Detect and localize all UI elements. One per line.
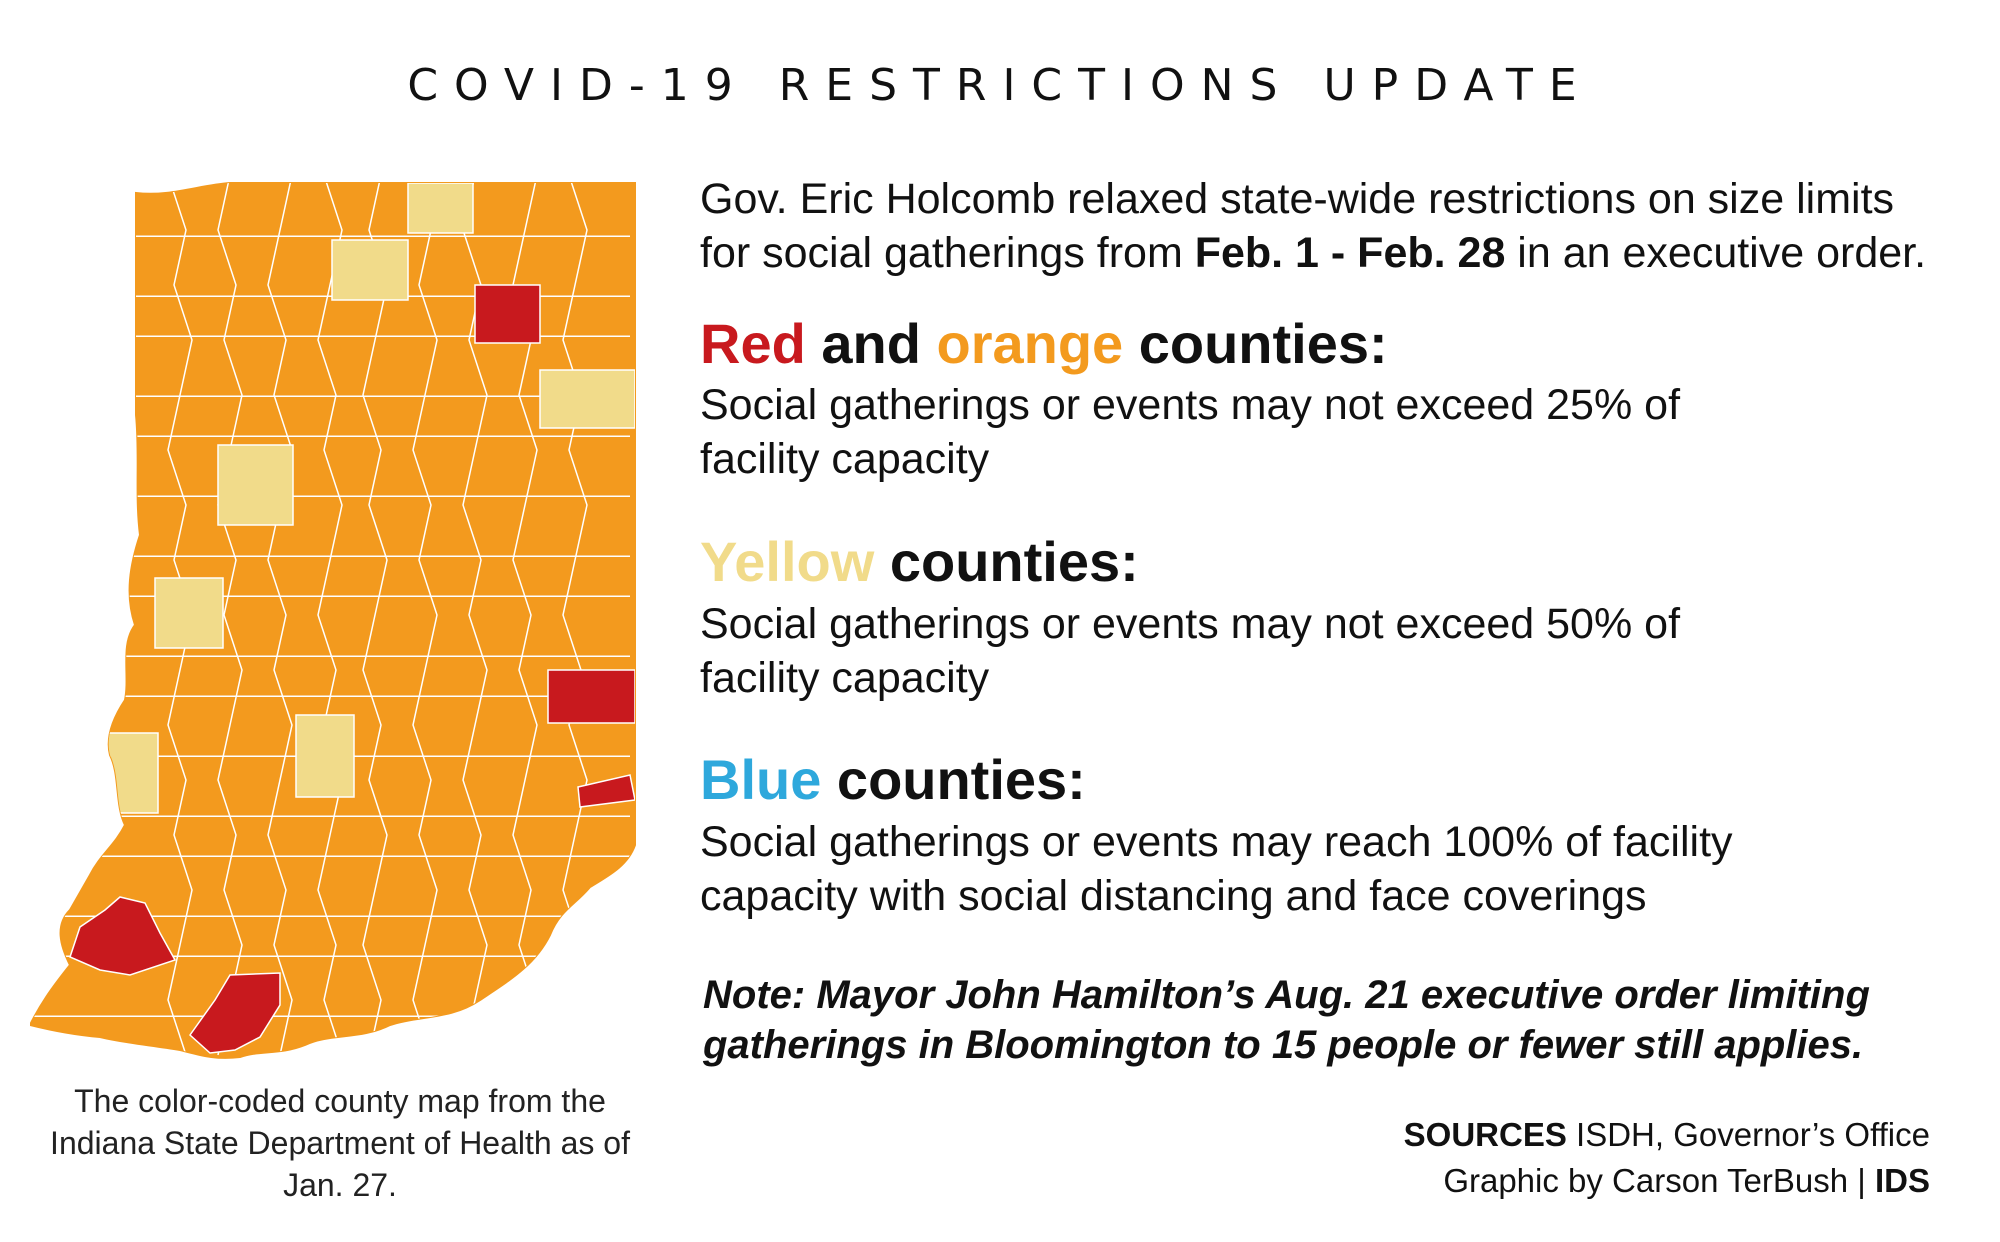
- page-title: COVID-19 RESTRICTIONS UPDATE: [407, 60, 1593, 111]
- sources-text: ISDH, Governor’s Office: [1566, 1116, 1930, 1153]
- red-orange-description: Social gatherings or events may not exce…: [700, 378, 1800, 486]
- intro-text-segment: in an executive order.: [1505, 229, 1927, 277]
- red-word: Red: [700, 312, 806, 375]
- intro-text: Gov. Eric Holcomb relaxed state-wide res…: [700, 172, 1950, 280]
- credit-text: Graphic by Carson TerBush |: [1443, 1162, 1875, 1199]
- county-border-line: [362, 183, 388, 1056]
- blue-description: Social gatherings or events may reach 10…: [700, 815, 1800, 923]
- intro-dates: Feb. 1 - Feb. 28: [1194, 229, 1506, 277]
- counties-word: counties:: [1123, 312, 1388, 375]
- caption-line: The color-coded county map from the: [74, 1083, 606, 1119]
- yellow-county: [89, 732, 159, 814]
- sources-line: SOURCES ISDH, Governor’s Office: [1404, 1112, 1930, 1158]
- orange-word: orange: [936, 312, 1124, 375]
- indiana-county-map: [30, 182, 636, 1059]
- yellow-description: Social gatherings or events may not exce…: [700, 597, 1800, 705]
- yellow-word: Yellow: [700, 530, 875, 593]
- description-line: Social gatherings or events may not exce…: [700, 600, 1681, 648]
- credit-org: IDS: [1874, 1162, 1930, 1199]
- yellow-county: [217, 444, 294, 526]
- caption-line: Indiana State Department of Health as of: [50, 1125, 630, 1161]
- county-border-line: [217, 183, 243, 1056]
- intro-text-segment: for social gatherings from: [700, 229, 1195, 277]
- blue-word: Blue: [700, 748, 822, 811]
- note-line: gatherings in Bloomington to 15 people o…: [703, 1023, 1864, 1067]
- red-county: [189, 972, 281, 1054]
- red-county: [547, 669, 635, 724]
- county-border-line: [462, 183, 488, 1056]
- red-county: [577, 774, 635, 808]
- note-line: Note: Mayor John Hamilton’s Aug. 21 exec…: [703, 973, 1870, 1017]
- county-border-line: [317, 183, 343, 1056]
- credit-line: Graphic by Carson TerBush | IDS: [1404, 1158, 1930, 1204]
- description-line: Social gatherings or events may not exce…: [700, 381, 1681, 429]
- blue-heading: Blue counties:: [700, 748, 1086, 812]
- counties-word: counties:: [821, 748, 1086, 811]
- yellow-county: [539, 369, 635, 429]
- description-line: facility capacity: [700, 435, 990, 483]
- yellow-county: [331, 239, 409, 301]
- red-orange-heading: Red and orange counties:: [700, 312, 1388, 376]
- yellow-county: [407, 183, 474, 234]
- highlighted-counties: [69, 183, 635, 1054]
- yellow-county: [295, 714, 355, 798]
- state-shape: [30, 182, 636, 1059]
- intro-line: Gov. Eric Holcomb relaxed state-wide res…: [700, 175, 1895, 223]
- red-county: [69, 896, 177, 976]
- description-line: Social gatherings or events may reach 10…: [700, 818, 1733, 866]
- mayor-note: Note: Mayor John Hamilton’s Aug. 21 exec…: [703, 970, 1953, 1070]
- intro-line: for social gatherings from Feb. 1 - Feb.…: [700, 226, 1950, 280]
- and-word: and: [805, 312, 937, 375]
- state-outline: [30, 182, 636, 1059]
- sources-credit: SOURCES ISDH, Governor’s Office Graphic …: [1404, 1112, 1930, 1204]
- caption-line: Jan. 27.: [283, 1167, 397, 1203]
- red-county: [474, 284, 541, 344]
- yellow-county: [154, 577, 224, 649]
- description-line: facility capacity: [700, 654, 990, 702]
- sources-label: SOURCES: [1403, 1116, 1567, 1153]
- county-border-line: [267, 183, 293, 1056]
- description-line: capacity with social distancing and face…: [700, 872, 1647, 920]
- map-caption: The color-coded county map from the Indi…: [30, 1080, 650, 1206]
- county-border-line: [412, 183, 438, 1056]
- counties-word: counties:: [874, 530, 1139, 593]
- yellow-heading: Yellow counties:: [700, 530, 1139, 594]
